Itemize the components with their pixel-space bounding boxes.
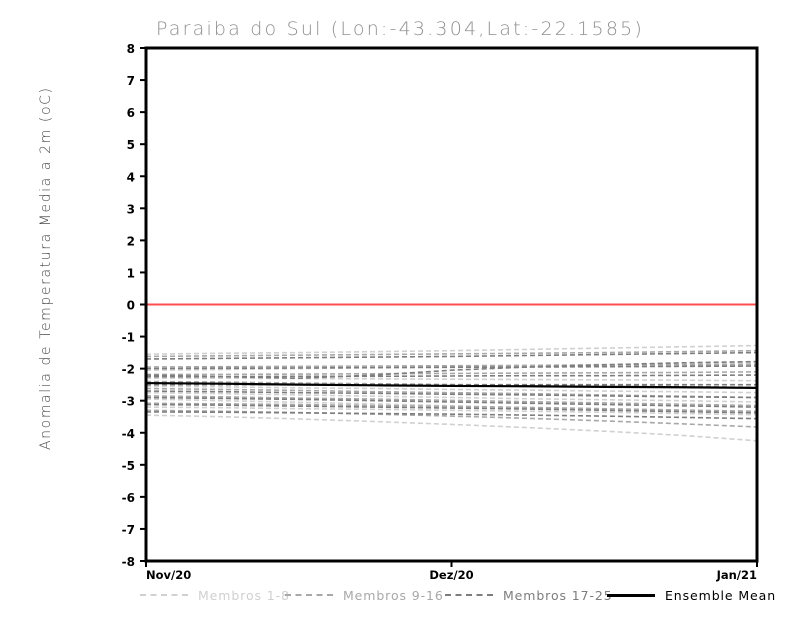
- legend-item[interactable]: Membros 17-25: [445, 585, 613, 605]
- member-line: [145, 385, 758, 394]
- chart-title: Paraiba do Sul (Lon:-43.304,Lat:-22.1585…: [155, 18, 645, 40]
- legend-swatch-icon: [607, 593, 655, 597]
- y-axis-tick-label: -5: [122, 459, 135, 473]
- member-line: [145, 414, 758, 442]
- member-line: [145, 363, 758, 368]
- plot-frame: [144, 46, 759, 563]
- legend-item[interactable]: Membros 9-16: [285, 585, 444, 605]
- y-axis-tick-label: -8: [122, 555, 135, 569]
- y-axis-tick-label: 5: [127, 138, 135, 152]
- member-line: [145, 344, 758, 355]
- y-axis-tick-label: 1: [127, 266, 135, 280]
- y-axis-tick-label: -3: [122, 395, 135, 409]
- chart-legend: Membros 1-8 Membros 9-16 Membros 17-25 Ense…: [0, 585, 800, 607]
- x-axis-tick-label: Dez/20: [429, 568, 473, 582]
- member-line: [145, 390, 758, 399]
- member-line: [145, 360, 758, 380]
- y-axis-tick-label: 3: [127, 202, 135, 216]
- member-line: [145, 351, 758, 360]
- legend-label: Membros 1-8: [198, 587, 290, 603]
- x-axis-tick-label: Nov/20: [146, 568, 191, 582]
- member-line: [145, 409, 758, 428]
- legend-item[interactable]: Membros 1-8: [140, 585, 290, 605]
- y-axis-tick-label: 4: [127, 170, 135, 184]
- ensemble-mean-line: [145, 381, 758, 389]
- y-axis-tick-label: 7: [127, 74, 135, 88]
- y-axis-tick-label: -4: [122, 427, 135, 441]
- member-line: [146, 377, 758, 382]
- y-axis-tick-label: 0: [127, 299, 135, 313]
- member-line: [145, 396, 758, 408]
- member-line: [145, 387, 758, 399]
- y-axis-tick-label: 2: [127, 234, 135, 248]
- x-axis-tick-label: Jan/21: [716, 568, 757, 582]
- legend-swatch-icon: [445, 594, 493, 596]
- member-line: [145, 403, 758, 414]
- y-axis-tick-label: -6: [122, 491, 135, 505]
- legend-swatch-icon: [285, 594, 333, 596]
- y-axis-tick-label: -7: [122, 523, 135, 537]
- legend-swatch-icon: [140, 594, 188, 596]
- member-line: [145, 411, 758, 420]
- member-line: [145, 349, 758, 358]
- legend-label: Membros 17-25: [503, 587, 613, 603]
- legend-label: Membros 9-16: [343, 587, 444, 603]
- legend-label: Ensemble Mean: [665, 587, 777, 603]
- y-axis-tick-label: 8: [127, 42, 135, 56]
- member-line: [145, 402, 758, 413]
- y-axis-tick-label: 6: [127, 106, 135, 120]
- y-axis-tick-label: -2: [122, 363, 135, 377]
- member-line: [145, 395, 758, 407]
- member-line: [145, 365, 758, 370]
- member-line: [146, 371, 758, 376]
- member-line: [146, 374, 758, 378]
- legend-item[interactable]: Ensemble Mean: [607, 585, 776, 605]
- member-line: [145, 406, 758, 416]
- y-axis-tick-label: -1: [122, 331, 135, 345]
- member-line: [145, 391, 758, 403]
